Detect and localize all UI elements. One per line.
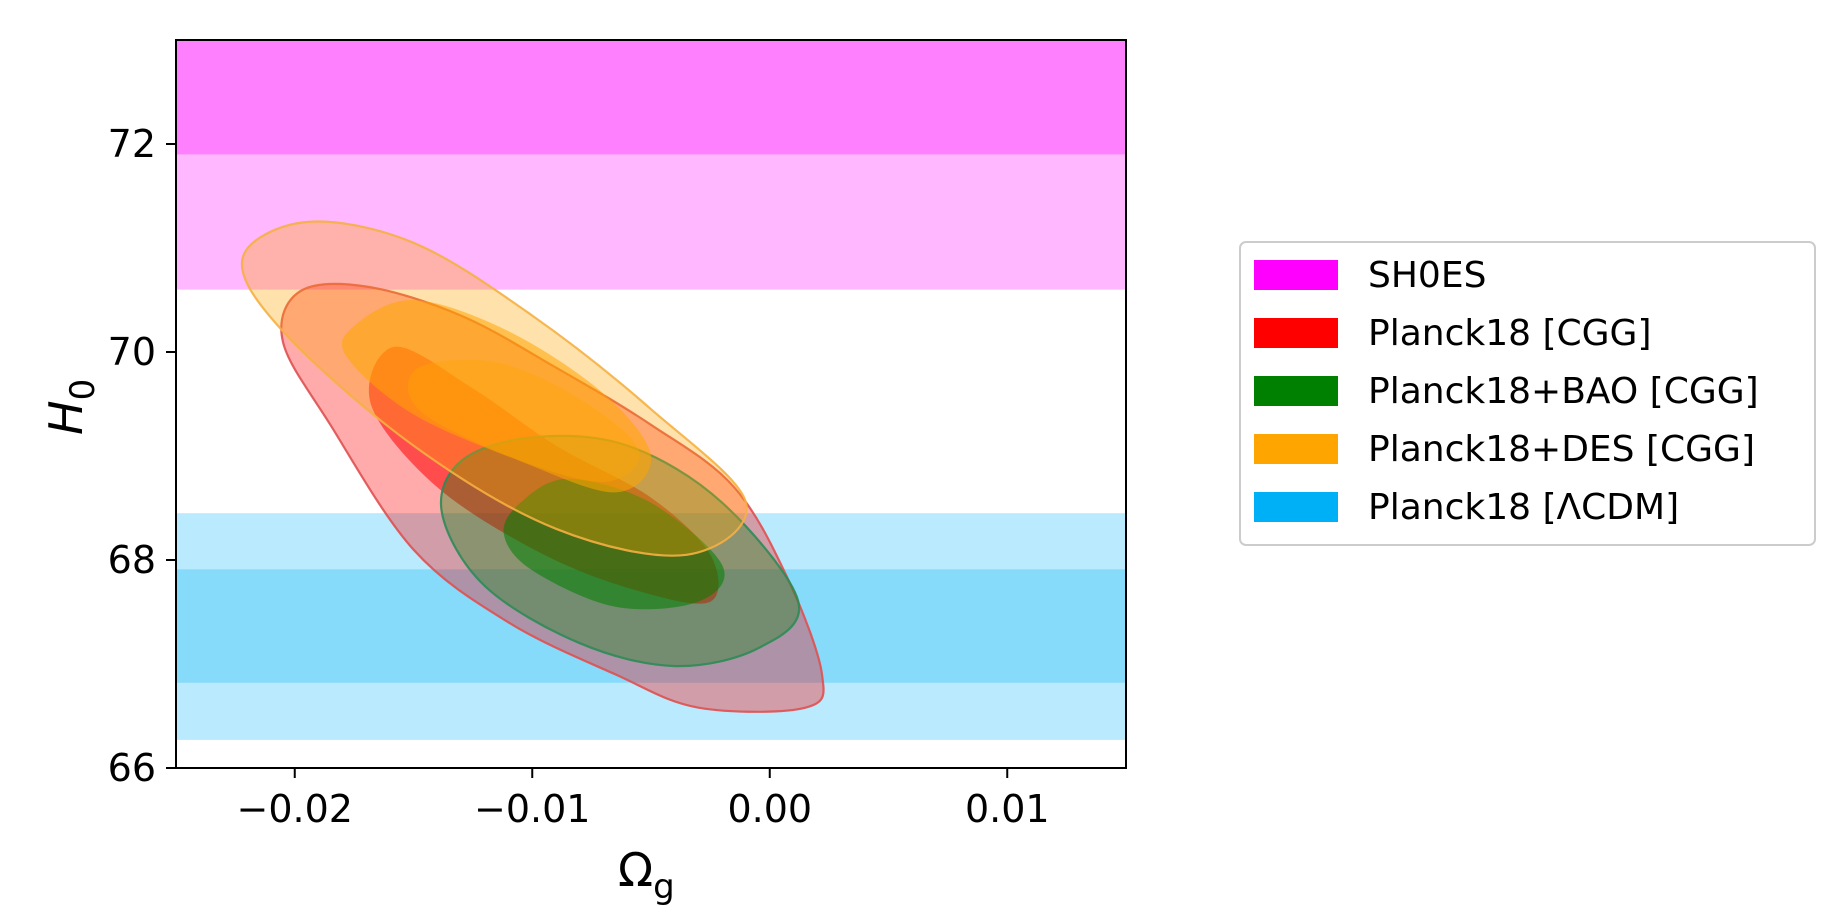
contour-group-planck18-des-cgg bbox=[240, 220, 748, 557]
legend-items: SH0ES Planck18 [CGG] Planck18+BAO [CGG] Pla… bbox=[1254, 255, 1759, 528]
legend-label-sh0es: SH0ES bbox=[1368, 255, 1486, 296]
x-axis: −0.02 −0.01 0.00 0.01 bbox=[237, 768, 1050, 831]
y-axis: 66 68 70 72 bbox=[108, 122, 176, 790]
legend-label-planck18-cdm: Planck18 [ΛCDM] bbox=[1368, 487, 1679, 528]
legend-label-planck18-cgg: Planck18 [CGG] bbox=[1368, 313, 1652, 354]
contours-layer bbox=[240, 220, 825, 713]
y-tick-label: 70 bbox=[108, 330, 156, 374]
contour-group-planck18-bao-cgg bbox=[439, 434, 801, 668]
x-tick-label: −0.01 bbox=[474, 787, 590, 831]
y-axis-label: H0 bbox=[39, 379, 103, 435]
x-tick-label: 0.01 bbox=[965, 787, 1050, 831]
legend-frame bbox=[1239, 241, 1816, 546]
legend-swatch-planck18-cgg bbox=[1254, 318, 1338, 348]
x-tick-label: −0.02 bbox=[237, 787, 353, 831]
plot-frame bbox=[175, 39, 1127, 769]
legend-swatch-planck18-bao-cgg bbox=[1254, 376, 1338, 406]
legend-swatch-sh0es bbox=[1254, 260, 1338, 290]
legend: SH0ES Planck18 [CGG] Planck18+BAO [CGG] Pla… bbox=[1239, 241, 1816, 546]
contour-inner-planck18-des-cgg bbox=[341, 299, 652, 493]
y-tick-label: 72 bbox=[108, 122, 156, 166]
contour-core-planck18-des-cgg bbox=[407, 359, 640, 483]
x-axis-label-subscript: g bbox=[653, 867, 675, 907]
x-tick-label: 0.00 bbox=[727, 787, 812, 831]
contour-inner-planck18-bao-cgg bbox=[503, 478, 725, 610]
legend-label-planck18-des-cgg: Planck18+DES [CGG] bbox=[1368, 429, 1755, 470]
band-inner-sh0es bbox=[176, 40, 1126, 155]
y-tick-label: 66 bbox=[108, 746, 156, 790]
legend-swatch-planck18-cdm bbox=[1254, 492, 1338, 522]
legend-label-planck18-bao-cgg: Planck18+BAO [CGG] bbox=[1368, 371, 1759, 412]
legend-swatch-planck18-des-cgg bbox=[1254, 434, 1338, 464]
y-tick-label: 68 bbox=[108, 538, 156, 582]
band-outer-sh0es bbox=[176, 40, 1126, 290]
x-axis-label: Ωg bbox=[618, 843, 675, 907]
y-axis-label-subscript: 0 bbox=[63, 379, 103, 401]
